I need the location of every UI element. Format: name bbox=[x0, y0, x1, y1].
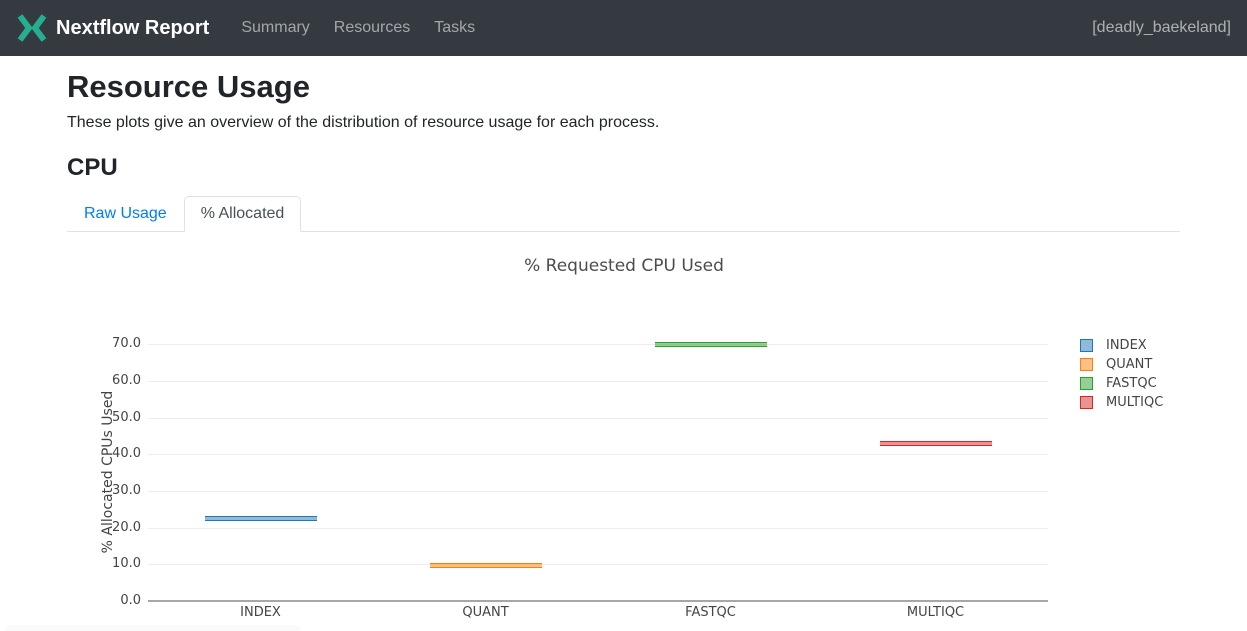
y-tick-label: 0.0 bbox=[120, 593, 141, 609]
cpu-allocated-chart[interactable]: % Requested CPU Used % Allocated CPUs Us… bbox=[0, 232, 1247, 631]
legend-item-multiqc[interactable]: MULTIQC bbox=[1080, 393, 1163, 412]
below-fold-element-edge bbox=[5, 625, 301, 631]
tab-raw-usage[interactable]: Raw Usage bbox=[84, 205, 167, 223]
y-tick-label: 50.0 bbox=[112, 409, 141, 425]
legend-swatch-icon bbox=[1080, 358, 1093, 372]
legend-item-index[interactable]: INDEX bbox=[1080, 336, 1147, 355]
page-title: Resource Usage bbox=[67, 69, 310, 104]
y-tick-label: 20.0 bbox=[112, 519, 141, 535]
y-tick-label: 30.0 bbox=[112, 483, 141, 499]
page-description: These plots give an overview of the dist… bbox=[67, 114, 660, 132]
legend-label: INDEX bbox=[1106, 338, 1147, 354]
gridline bbox=[148, 380, 1048, 382]
y-tick-label: 10.0 bbox=[112, 556, 141, 572]
box-mark-fastqc[interactable] bbox=[654, 342, 767, 348]
navbar-brand[interactable]: Nextflow Report bbox=[56, 16, 210, 39]
x-axis-line bbox=[148, 600, 1048, 603]
chart-title: % Requested CPU Used bbox=[524, 256, 724, 277]
box-mark-multiqc[interactable] bbox=[879, 440, 992, 446]
nav-item-summary[interactable]: Summary bbox=[241, 19, 310, 36]
nav-item-tasks[interactable]: Tasks bbox=[434, 19, 476, 36]
gridline bbox=[148, 527, 1048, 529]
x-tick-label: FASTQC bbox=[685, 605, 736, 621]
gridline bbox=[148, 491, 1048, 493]
legend-swatch-icon bbox=[1080, 396, 1093, 410]
y-tick-label: 40.0 bbox=[112, 446, 141, 462]
gridline bbox=[148, 344, 1048, 346]
legend-label: FASTQC bbox=[1106, 376, 1157, 392]
navbar-nav: Summary Resources Tasks bbox=[233, 11, 491, 45]
main-content: Resource Usage These plots give an overv… bbox=[0, 68, 1247, 233]
box-mark-quant[interactable] bbox=[429, 562, 542, 568]
legend-item-fastqc[interactable]: FASTQC bbox=[1080, 374, 1157, 393]
gridline bbox=[148, 564, 1048, 566]
nav-item-resources[interactable]: Resources bbox=[333, 19, 411, 36]
gridline bbox=[148, 454, 1048, 456]
legend-swatch-icon bbox=[1080, 377, 1093, 391]
legend-item-quant[interactable]: QUANT bbox=[1080, 355, 1152, 374]
tab-percent-allocated[interactable]: % Allocated bbox=[183, 196, 302, 233]
x-tick-label: INDEX bbox=[240, 605, 281, 621]
legend-label: QUANT bbox=[1106, 357, 1153, 373]
x-tick-label: MULTIQC bbox=[906, 605, 965, 621]
nextflow-logo-icon bbox=[17, 14, 47, 42]
x-tick-label: QUANT bbox=[462, 605, 509, 621]
run-name: [deadly_baekeland] bbox=[1092, 19, 1231, 36]
gridline bbox=[148, 417, 1048, 419]
y-tick-label: 70.0 bbox=[112, 336, 141, 352]
legend-label: MULTIQC bbox=[1106, 395, 1164, 411]
y-tick-label: 60.0 bbox=[112, 372, 141, 388]
navbar: Nextflow Report Summary Resources Tasks … bbox=[0, 0, 1247, 56]
box-mark-index[interactable] bbox=[204, 515, 317, 521]
section-title-cpu: CPU bbox=[67, 154, 118, 182]
legend-swatch-icon bbox=[1080, 339, 1093, 353]
cpu-tab-bar: Raw Usage % Allocated bbox=[67, 196, 1180, 233]
